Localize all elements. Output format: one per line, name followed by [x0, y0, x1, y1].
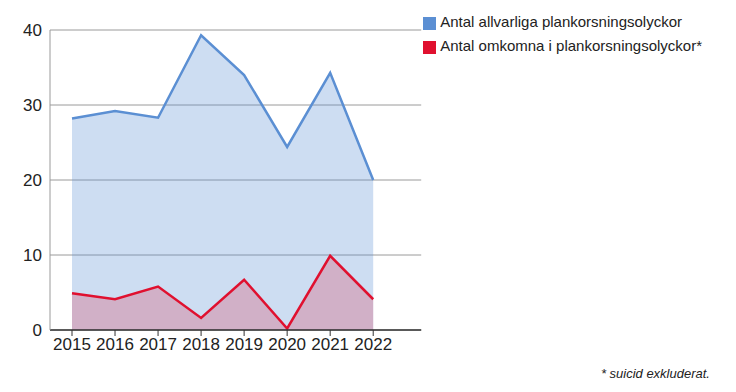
svg-text:2019: 2019	[225, 335, 263, 354]
svg-text:2015: 2015	[53, 335, 91, 354]
svg-text:2016: 2016	[96, 335, 134, 354]
svg-text:2021: 2021	[311, 335, 349, 354]
svg-text:2018: 2018	[182, 335, 220, 354]
svg-text:2017: 2017	[139, 335, 177, 354]
svg-text:2020: 2020	[268, 335, 306, 354]
html-text:Antal allvarliga plankorsnings: Antal allvarliga plankorsningsolyckor	[440, 13, 682, 30]
html-text:Antal omkomna i plankorsningso: Antal omkomna i plankorsningsolyckor*	[440, 37, 702, 54]
svg-text:0: 0	[33, 321, 42, 340]
svg-text:30: 30	[23, 96, 42, 115]
svg-text:20: 20	[23, 171, 42, 190]
svg-text:10: 10	[23, 246, 42, 265]
svg-text:2022: 2022	[354, 335, 392, 354]
html-text:* suicid exkluderat.: * suicid exkluderat.	[600, 366, 710, 381]
svg-text:40: 40	[23, 21, 42, 40]
